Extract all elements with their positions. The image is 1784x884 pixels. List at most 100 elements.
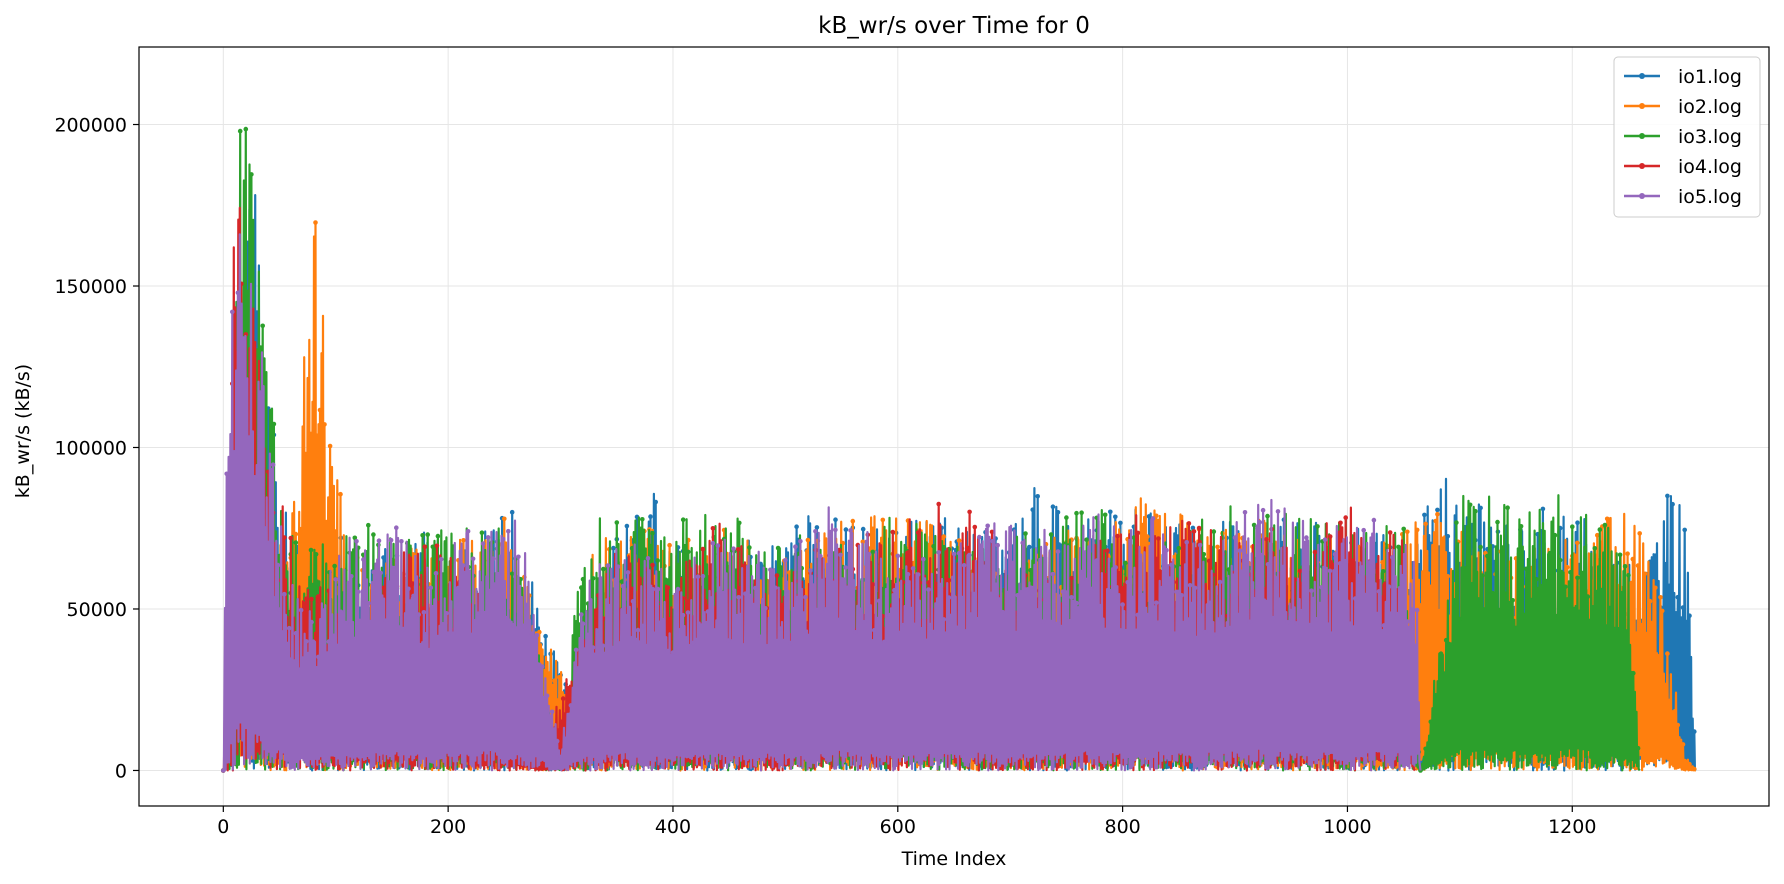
data-point xyxy=(1665,651,1670,656)
data-point xyxy=(1050,504,1056,510)
legend-item: io1.log xyxy=(1624,66,1742,88)
data-point xyxy=(1030,507,1035,512)
data-point xyxy=(470,556,476,562)
data-point xyxy=(1433,693,1439,698)
data-point xyxy=(1405,619,1410,624)
data-point xyxy=(1135,530,1141,536)
data-point xyxy=(1105,548,1110,553)
data-point xyxy=(509,571,515,577)
data-point xyxy=(1030,585,1035,591)
chart-title: kB_wr/s over Time for 0 xyxy=(818,13,1090,39)
data-point xyxy=(665,648,671,654)
data-point xyxy=(1319,585,1324,590)
data-point xyxy=(1356,573,1361,579)
legend-marker xyxy=(1639,73,1645,79)
data-point xyxy=(787,570,792,575)
data-point xyxy=(1445,534,1451,539)
data-point xyxy=(1658,595,1663,600)
data-point xyxy=(537,629,542,635)
data-point xyxy=(558,754,563,760)
data-point xyxy=(1518,524,1524,529)
data-point xyxy=(665,585,671,590)
data-point xyxy=(1275,509,1281,514)
data-point xyxy=(524,602,530,608)
data-point xyxy=(1348,621,1353,626)
data-point xyxy=(366,522,371,528)
data-point xyxy=(277,607,282,612)
data-point xyxy=(421,610,427,615)
data-point xyxy=(1252,597,1258,602)
data-point xyxy=(823,607,828,612)
data-point xyxy=(1028,568,1033,573)
data-point xyxy=(585,632,591,638)
data-point xyxy=(660,618,666,623)
data-point xyxy=(1680,605,1686,610)
data-point xyxy=(982,564,987,570)
data-point xyxy=(675,586,681,592)
data-point xyxy=(1617,552,1623,558)
data-point xyxy=(438,557,444,562)
data-point xyxy=(1423,521,1428,527)
data-point xyxy=(1247,619,1253,625)
data-point xyxy=(322,422,327,427)
data-point xyxy=(1604,516,1610,522)
data-point xyxy=(926,580,931,585)
data-point xyxy=(565,686,571,691)
data-point xyxy=(270,462,276,468)
data-point xyxy=(611,545,616,551)
x-axis-ticks: 0 200 400 600 800 1000 1200 xyxy=(217,806,1596,838)
data-point xyxy=(1405,529,1410,535)
data-point xyxy=(808,568,813,573)
data-point xyxy=(1264,537,1269,542)
data-point xyxy=(1602,522,1608,528)
data-point xyxy=(1294,621,1299,626)
data-point xyxy=(1500,545,1505,550)
data-point xyxy=(331,633,337,639)
data-point xyxy=(1174,589,1179,595)
x-tick-label: 800 xyxy=(1104,816,1140,838)
data-point xyxy=(1353,596,1358,601)
data-point xyxy=(445,631,451,636)
data-point xyxy=(1523,566,1529,572)
data-point xyxy=(1084,577,1089,583)
data-point xyxy=(241,336,246,341)
data-point xyxy=(640,517,645,522)
data-point xyxy=(1297,568,1303,574)
data-point xyxy=(1035,608,1040,613)
data-point xyxy=(1159,585,1164,591)
data-point xyxy=(630,599,636,604)
data-point xyxy=(1120,602,1125,607)
data-point xyxy=(246,435,252,440)
data-point xyxy=(1454,520,1459,525)
data-point xyxy=(1309,588,1314,593)
data-point xyxy=(1637,531,1642,536)
data-point xyxy=(282,535,287,540)
data-point xyxy=(685,599,691,604)
data-point xyxy=(511,623,516,628)
data-point xyxy=(433,571,439,576)
data-point xyxy=(931,544,936,549)
data-point xyxy=(1145,612,1151,618)
data-point xyxy=(361,557,366,562)
data-point xyxy=(1023,531,1028,536)
data-point xyxy=(343,620,349,626)
data-point xyxy=(1005,590,1010,596)
data-point xyxy=(1175,534,1180,539)
data-point xyxy=(989,529,995,535)
data-point xyxy=(293,531,299,537)
data-point xyxy=(590,645,596,650)
data-point xyxy=(1150,516,1156,521)
x-tick-label: 200 xyxy=(430,816,466,838)
data-point xyxy=(317,407,323,413)
x-tick-label: 400 xyxy=(655,816,691,838)
data-point xyxy=(843,565,848,570)
data-point xyxy=(1680,742,1686,747)
data-point xyxy=(615,564,621,569)
data-point xyxy=(985,523,990,529)
data-point xyxy=(783,558,788,563)
data-point xyxy=(282,591,287,597)
data-point xyxy=(1074,510,1079,516)
data-point xyxy=(502,516,507,522)
data-point xyxy=(665,578,671,583)
